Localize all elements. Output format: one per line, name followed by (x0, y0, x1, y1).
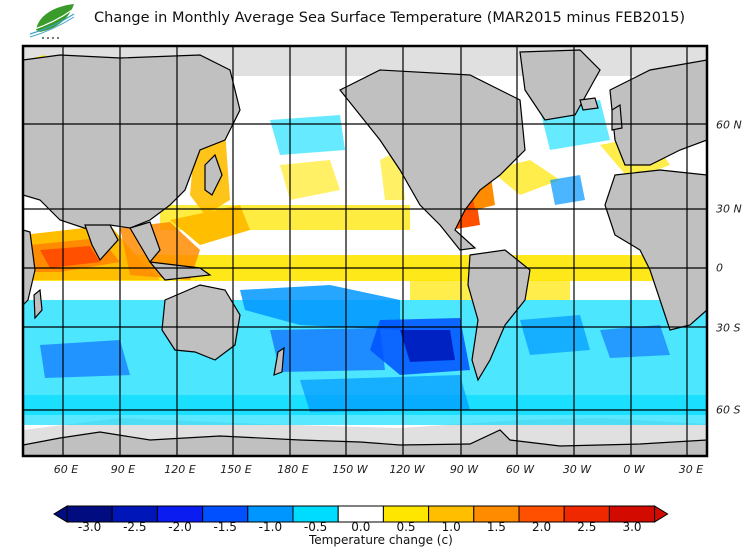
europe (609, 59, 707, 166)
colorbar-tick-label: -3.0 (77, 520, 102, 534)
lon-label: 90 W (449, 463, 479, 476)
greenland (519, 49, 601, 121)
uk (611, 103, 623, 131)
lat-label: 30 S (716, 321, 741, 335)
chart-title: Change in Monthly Average Sea Surface Te… (94, 10, 686, 26)
cool-anomalies (23, 100, 707, 425)
colorbar-title: Temperature change (c) (309, 533, 453, 547)
map-frame (21, 44, 709, 458)
lon-label: 90 E (110, 463, 136, 476)
colorbar-tick-label: 0.5 (396, 520, 416, 534)
new-zealand (273, 346, 285, 376)
colorbar-tick-label: 0.0 (351, 520, 371, 534)
colorbar-tick-label: -1.5 (213, 520, 237, 534)
lon-label: 30 W (562, 463, 592, 476)
colorbar-tick-label: 2.0 (532, 520, 552, 534)
colorbar-tick-label: -2.0 (168, 520, 192, 534)
lon-label: 0 W (623, 463, 645, 476)
lon-label: 150 E (220, 463, 252, 476)
lat-label: 60 N (716, 118, 742, 132)
madagascar (33, 288, 43, 320)
lat-label: 30 N (716, 202, 742, 216)
indonesia (148, 261, 212, 281)
lon-label: 180 E (277, 463, 309, 476)
lon-label: 60 W (505, 463, 535, 476)
land-masses (23, 49, 707, 456)
colorbar-tick-label: 3.0 (622, 520, 642, 534)
lon-label: 120 W (389, 463, 425, 476)
colorbar-tick-label: -2.5 (123, 520, 147, 534)
antarctica (23, 429, 707, 456)
iceland (579, 97, 599, 111)
lat-label: 60 S (716, 403, 741, 417)
north-america (339, 69, 526, 251)
colorbar-tick-label: 1.0 (441, 520, 461, 534)
australia (161, 284, 241, 361)
lat-label: 0 (716, 261, 723, 275)
india (84, 224, 119, 262)
japan (204, 153, 223, 196)
lon-label: 30 E (678, 463, 704, 476)
colorbar-tick-label: -1.0 (258, 520, 283, 534)
graticule (23, 46, 707, 456)
indochina (129, 221, 161, 264)
south-america (467, 249, 531, 382)
lon-label: 60 E (53, 463, 79, 476)
lon-label: 120 E (164, 463, 196, 476)
colorbar-tick-label: 1.5 (486, 520, 506, 534)
colorbar-tick-label: 2.5 (577, 520, 597, 534)
lon-label: 150 W (332, 463, 368, 476)
leaf-waves-logo-icon (29, 4, 75, 39)
colorbar-tick-label: -0.5 (303, 520, 328, 534)
